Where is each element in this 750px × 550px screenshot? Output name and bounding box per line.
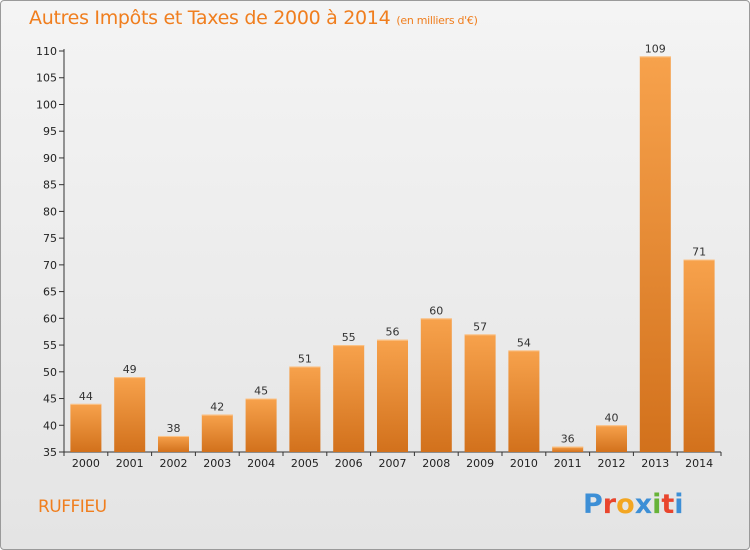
bar-value-label: 40 xyxy=(605,411,619,424)
chart-title-text: Autres Impôts et Taxes de 2000 à 2014 xyxy=(29,7,391,29)
bar-value-label: 71 xyxy=(692,246,706,259)
x-tick-label: 2010 xyxy=(510,457,538,470)
bar xyxy=(114,377,146,452)
y-tick-label: 105 xyxy=(36,72,57,85)
proxiti-logo: Proxiti xyxy=(583,489,684,520)
x-tick-label: 2002 xyxy=(160,457,188,470)
y-tick-label: 40 xyxy=(43,419,57,432)
logo-letter: P xyxy=(583,489,603,520)
bar-value-label: 36 xyxy=(561,433,575,446)
bar-series: 44 49 38 42 45 51 55 56 60 57 54 36 40 109 71 xyxy=(70,42,715,452)
logo-letter: x xyxy=(634,489,653,520)
bar xyxy=(596,425,627,452)
bar xyxy=(683,259,715,452)
y-tick-label: 55 xyxy=(43,339,57,352)
bar-value-label: 60 xyxy=(429,304,443,317)
bar xyxy=(289,366,321,452)
bar xyxy=(158,435,189,452)
y-tick-label: 95 xyxy=(43,125,57,138)
bar-value-label: 42 xyxy=(210,401,224,414)
y-tick-label: 75 xyxy=(43,232,57,245)
bar-value-label: 38 xyxy=(167,422,181,435)
y-tick-label: 70 xyxy=(43,259,57,272)
x-tick-label: 2000 xyxy=(72,457,100,470)
bar-value-label: 56 xyxy=(386,326,400,339)
x-tick-label: 2012 xyxy=(598,457,626,470)
y-tick-label: 35 xyxy=(43,446,57,459)
bar-value-label: 44 xyxy=(79,390,93,403)
x-tick-label: 2008 xyxy=(422,457,450,470)
place-name: RUFFIEU xyxy=(38,497,107,517)
y-tick-label: 90 xyxy=(43,152,57,165)
y-tick-label: 80 xyxy=(43,205,57,218)
y-tick-label: 85 xyxy=(43,179,57,192)
x-tick-label: 2011 xyxy=(554,457,582,470)
x-tick-label: 2003 xyxy=(203,457,231,470)
x-tick-label: 2007 xyxy=(379,457,407,470)
bar xyxy=(552,446,584,452)
x-axis: 2000 2001 2002 2003 2004 2005 2006 2007 2008 2009… xyxy=(63,451,722,470)
chart-title: Autres Impôts et Taxes de 2000 à 2014 (en… xyxy=(29,7,478,29)
y-tick-label: 60 xyxy=(43,312,57,325)
y-tick-label: 50 xyxy=(43,366,57,379)
bar xyxy=(508,350,540,452)
logo-letter: i xyxy=(674,489,684,520)
y-tick-label: 65 xyxy=(43,286,57,299)
x-tick-label: 2005 xyxy=(291,457,319,470)
logo-letter: t xyxy=(661,489,675,520)
logo-letter: i xyxy=(652,489,662,520)
bar-value-label: 55 xyxy=(342,331,356,344)
y-tick-label: 100 xyxy=(36,98,57,111)
bar xyxy=(201,414,233,452)
x-tick-label: 2006 xyxy=(335,457,363,470)
bar xyxy=(464,334,496,452)
chart-unit: (en milliers d'€) xyxy=(396,14,478,27)
y-tick-label: 45 xyxy=(43,393,57,406)
bar xyxy=(639,56,671,452)
bar xyxy=(70,403,102,452)
x-tick-label: 2001 xyxy=(116,457,144,470)
bar-value-label: 45 xyxy=(254,385,268,398)
bar-value-label: 51 xyxy=(298,352,312,365)
y-tick-label: 110 xyxy=(36,45,57,58)
bar-value-label: 109 xyxy=(645,42,666,55)
x-tick-label: 2009 xyxy=(466,457,494,470)
bar-value-label: 49 xyxy=(123,363,137,376)
logo-letter: r xyxy=(602,489,617,520)
y-axis: 35 40 45 50 55 60 65 70 75 80 85 90 95 100 105 110 xyxy=(36,45,65,459)
bar xyxy=(377,339,408,452)
bar-value-label: 54 xyxy=(517,336,531,349)
x-tick-label: 2013 xyxy=(641,457,669,470)
bar xyxy=(333,345,365,452)
x-tick-label: 2004 xyxy=(247,457,275,470)
x-tick-label: 2014 xyxy=(685,457,713,470)
bar xyxy=(420,318,452,452)
bar xyxy=(245,398,277,452)
logo-letter: o xyxy=(616,489,635,520)
bar-value-label: 57 xyxy=(473,320,487,333)
